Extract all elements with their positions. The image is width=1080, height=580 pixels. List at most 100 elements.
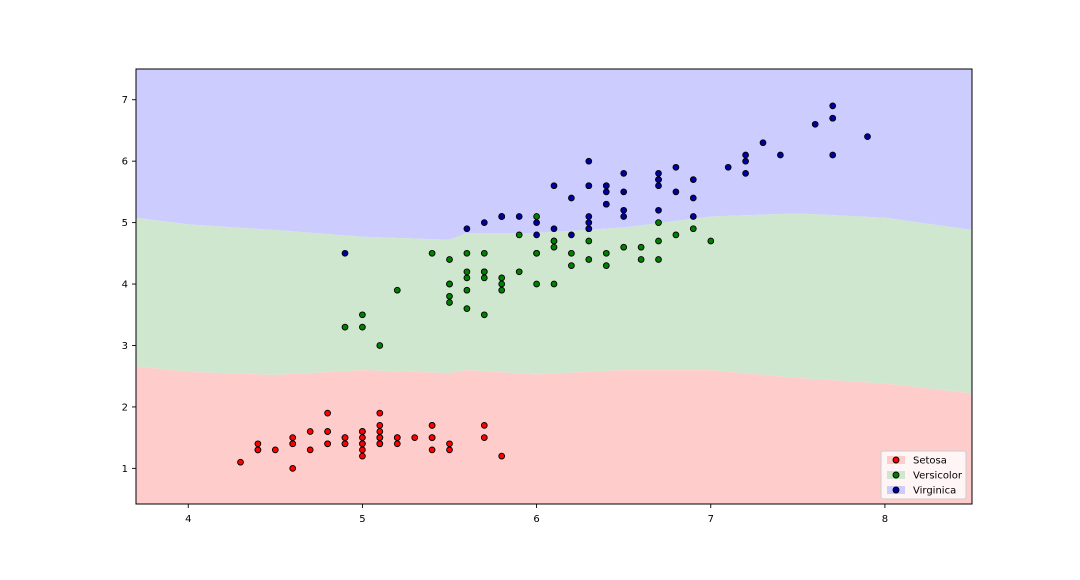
data-point-setosa bbox=[289, 465, 297, 472]
data-point-versicolor bbox=[637, 243, 645, 251]
data-point-setosa bbox=[446, 446, 453, 454]
series-virginica bbox=[341, 102, 871, 257]
legend-entry-versicolor: Versicolor bbox=[887, 471, 963, 482]
y-tick-label: 3 bbox=[122, 341, 128, 352]
data-point-virginica bbox=[742, 170, 749, 177]
legend-entry-virginica: Virginica bbox=[887, 486, 956, 497]
data-point-versicolor bbox=[393, 286, 401, 294]
data-point-setosa bbox=[428, 446, 436, 454]
legend-marker-setosa bbox=[892, 456, 900, 464]
data-points bbox=[237, 102, 871, 472]
data-point-versicolor bbox=[463, 305, 471, 312]
data-point-versicolor bbox=[550, 237, 558, 245]
data-point-versicolor bbox=[655, 256, 662, 263]
data-point-virginica bbox=[463, 225, 471, 233]
data-point-virginica bbox=[655, 182, 662, 190]
data-point-setosa bbox=[341, 440, 349, 448]
data-point-virginica bbox=[672, 188, 680, 196]
data-point-setosa bbox=[393, 434, 401, 441]
data-point-virginica bbox=[568, 194, 575, 202]
x-tick-label: 6 bbox=[533, 514, 539, 525]
y-tick-label: 5 bbox=[122, 218, 128, 229]
data-point-versicolor bbox=[480, 268, 488, 276]
data-point-versicolor bbox=[515, 268, 523, 276]
data-point-setosa bbox=[254, 440, 262, 448]
data-point-setosa bbox=[237, 458, 244, 466]
data-point-versicolor bbox=[463, 249, 471, 257]
data-point-setosa bbox=[306, 446, 314, 454]
legend-label-versicolor: Versicolor bbox=[913, 471, 963, 482]
data-point-virginica bbox=[585, 219, 593, 226]
data-point-virginica bbox=[655, 206, 662, 214]
data-point-virginica bbox=[515, 213, 523, 220]
data-point-virginica bbox=[742, 157, 749, 165]
data-point-virginica bbox=[829, 151, 837, 159]
data-point-versicolor bbox=[533, 249, 540, 257]
data-point-virginica bbox=[689, 194, 697, 202]
data-point-virginica bbox=[829, 102, 837, 110]
data-point-versicolor bbox=[498, 286, 506, 294]
region-setosa bbox=[136, 366, 972, 504]
data-point-versicolor bbox=[655, 237, 662, 245]
data-point-virginica bbox=[829, 114, 837, 122]
data-point-virginica bbox=[672, 163, 680, 171]
data-point-versicolor bbox=[602, 262, 610, 269]
data-point-setosa bbox=[359, 440, 366, 448]
data-point-versicolor bbox=[446, 280, 453, 288]
data-point-virginica bbox=[568, 231, 575, 239]
data-point-versicolor bbox=[428, 249, 436, 257]
data-point-virginica bbox=[550, 225, 558, 233]
data-point-virginica bbox=[620, 188, 628, 196]
data-point-virginica bbox=[585, 225, 593, 233]
data-point-versicolor bbox=[533, 280, 540, 288]
data-point-setosa bbox=[446, 440, 453, 448]
data-point-versicolor bbox=[655, 219, 662, 226]
data-point-virginica bbox=[533, 219, 540, 226]
data-point-virginica bbox=[864, 133, 871, 140]
x-tick-label: 8 bbox=[882, 514, 888, 525]
data-point-setosa bbox=[254, 446, 262, 454]
region-virginica bbox=[136, 69, 972, 240]
data-point-setosa bbox=[376, 422, 384, 429]
data-point-setosa bbox=[428, 434, 436, 441]
plot-frame bbox=[135, 68, 973, 505]
data-point-versicolor bbox=[689, 225, 697, 233]
data-point-versicolor bbox=[707, 237, 715, 245]
data-point-versicolor bbox=[637, 256, 645, 263]
region-versicolor bbox=[136, 213, 972, 394]
data-point-versicolor bbox=[568, 249, 575, 257]
data-point-setosa bbox=[376, 409, 384, 417]
data-point-virginica bbox=[585, 157, 593, 165]
legend-label-virginica: Virginica bbox=[913, 486, 956, 497]
y-tick-label: 7 bbox=[122, 95, 128, 106]
data-point-versicolor bbox=[550, 280, 558, 288]
data-point-setosa bbox=[359, 446, 366, 454]
data-point-setosa bbox=[428, 422, 436, 429]
legend-entry-setosa: Setosa bbox=[887, 456, 947, 467]
legend-label-setosa: Setosa bbox=[913, 456, 947, 467]
data-point-virginica bbox=[689, 176, 697, 183]
x-tick-label: 5 bbox=[359, 514, 365, 525]
data-point-virginica bbox=[689, 213, 697, 220]
data-point-versicolor bbox=[480, 249, 488, 257]
data-point-setosa bbox=[324, 428, 331, 435]
data-point-versicolor bbox=[585, 256, 593, 263]
data-point-virginica bbox=[550, 182, 558, 190]
data-point-virginica bbox=[777, 151, 784, 159]
data-point-virginica bbox=[533, 231, 540, 239]
data-point-versicolor bbox=[446, 256, 453, 263]
data-point-setosa bbox=[393, 440, 401, 448]
data-point-versicolor bbox=[376, 342, 384, 349]
y-axis: 1 2 3 4 5 6 7 bbox=[122, 95, 136, 475]
data-point-setosa bbox=[359, 452, 366, 460]
data-point-versicolor bbox=[480, 311, 488, 319]
data-point-virginica bbox=[811, 120, 819, 128]
data-point-setosa bbox=[480, 422, 488, 429]
data-point-setosa bbox=[306, 428, 314, 435]
data-point-setosa bbox=[480, 434, 488, 441]
legend-marker-virginica bbox=[892, 486, 900, 494]
data-point-virginica bbox=[585, 182, 593, 190]
data-point-versicolor bbox=[550, 243, 558, 251]
data-point-setosa bbox=[324, 440, 331, 448]
